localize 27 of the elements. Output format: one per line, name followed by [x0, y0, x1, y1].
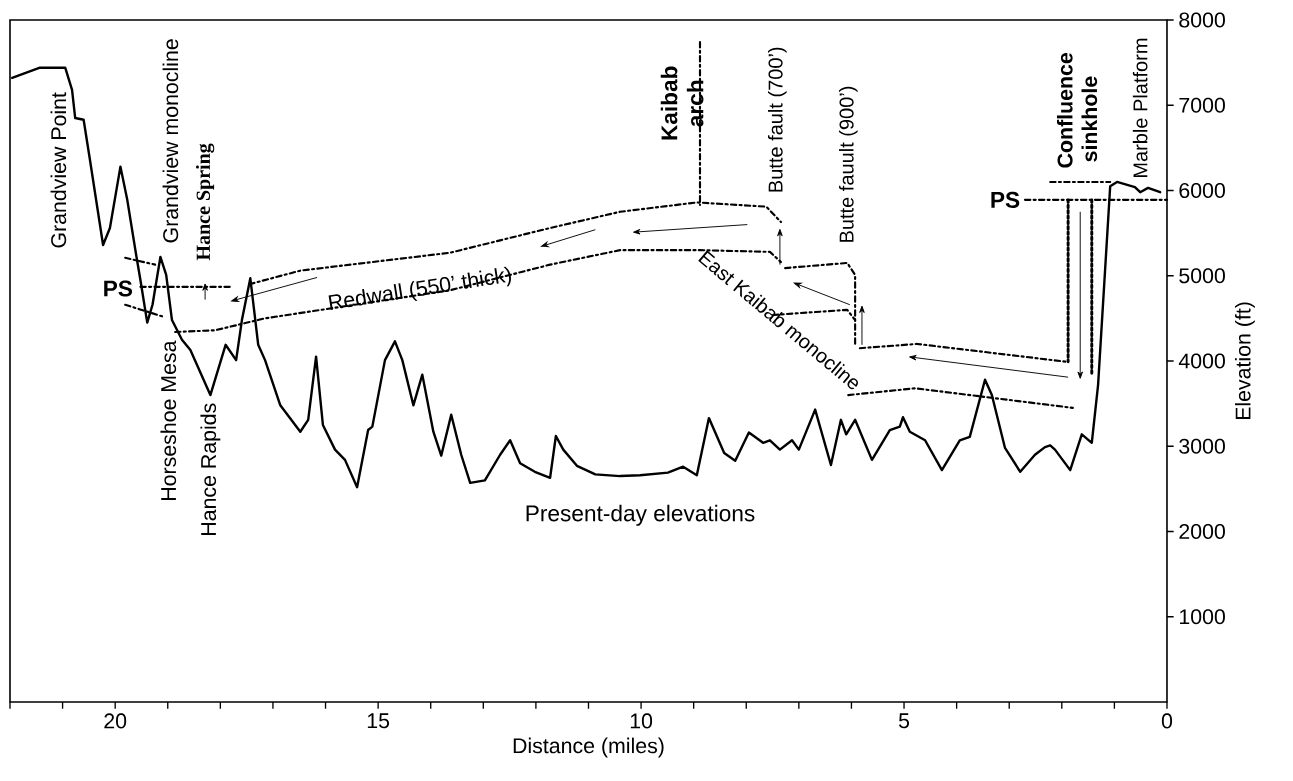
x-tick-label: 10	[630, 713, 653, 729]
annotation: PS	[991, 191, 1020, 208]
x-tick-label: 0	[1161, 713, 1173, 729]
annotation: PS	[104, 280, 133, 297]
annotation: Hance Rapids	[200, 403, 221, 535]
y-tick-label: 8000	[1179, 12, 1225, 28]
y-axis-title: Elevation (ft)	[1234, 302, 1255, 420]
annotation: Grandview monocline	[162, 39, 179, 243]
annotation: Present-day elevations	[526, 504, 755, 526]
x-tick-label: 5	[898, 713, 910, 729]
y-tick-label: 7000	[1179, 97, 1225, 113]
annotation: Hance Spring	[195, 143, 215, 261]
x-tick-label: 15	[367, 713, 390, 729]
annotation: Confluence sinkhole	[1056, 53, 1098, 168]
annotation: Butte fauult (900’)	[838, 86, 858, 242]
y-tick-label: 2000	[1179, 523, 1225, 540]
y-tick-label: 6000	[1179, 182, 1225, 199]
x-axis-title: Distance (miles)	[513, 737, 664, 758]
annotation: Grandview Point	[50, 92, 67, 248]
annotation: Marble Platform	[1132, 38, 1148, 178]
y-tick-label: 5000	[1179, 268, 1225, 284]
x-tick-label: 20	[104, 713, 127, 729]
annotation: Butte fault (700’)	[767, 47, 787, 192]
y-tick-label: 4000	[1178, 353, 1225, 369]
y-tick-label: 3000	[1179, 438, 1225, 454]
annotation: Horseshoe Mesa	[160, 340, 177, 500]
y-tick-label: 1000	[1179, 609, 1225, 625]
